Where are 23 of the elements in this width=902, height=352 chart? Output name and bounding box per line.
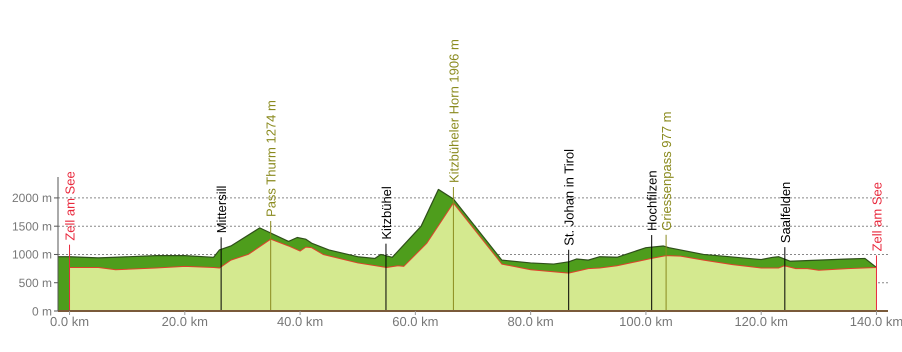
x-tick-label: 120.0 km <box>734 314 788 330</box>
ref-line-label: Zell am See <box>62 171 78 241</box>
ref-line-label: Zell am See <box>869 182 884 252</box>
ref-line-label: Mittersill <box>214 186 230 234</box>
ref-line-label: Griessenpass 977 m <box>659 112 674 231</box>
x-tick-label: 100.0 km <box>619 314 673 330</box>
ref-line-label: Hochfilzen <box>644 170 660 232</box>
ref-line-label: Kitzbüheler Horn 1906 m <box>446 39 462 183</box>
ref-line-label: St. Johan in Tirol <box>562 148 577 246</box>
y-tick-label: 1000 m <box>12 248 52 262</box>
ref-line-label: Kitzbühel <box>378 186 394 240</box>
y-tick-label: 1500 m <box>12 219 52 234</box>
x-tick-label: 140.0 km <box>850 314 902 330</box>
ref-line-label: Saalfelden <box>778 182 793 244</box>
y-tick-label: 0 m <box>32 304 52 318</box>
x-tick-label: 60.0 km <box>392 314 438 330</box>
x-tick-label: 20.0 km <box>162 314 208 330</box>
x-tick-label: 40.0 km <box>276 314 324 330</box>
y-tick-label: 500 m <box>18 276 52 290</box>
x-tick-label: 80.0 km <box>508 314 554 330</box>
ref-line-label: Pass Thurm 1274 m <box>264 100 279 217</box>
x-tick-label: 0.0 km <box>50 314 90 330</box>
y-tick-label: 2000 m <box>12 191 52 206</box>
